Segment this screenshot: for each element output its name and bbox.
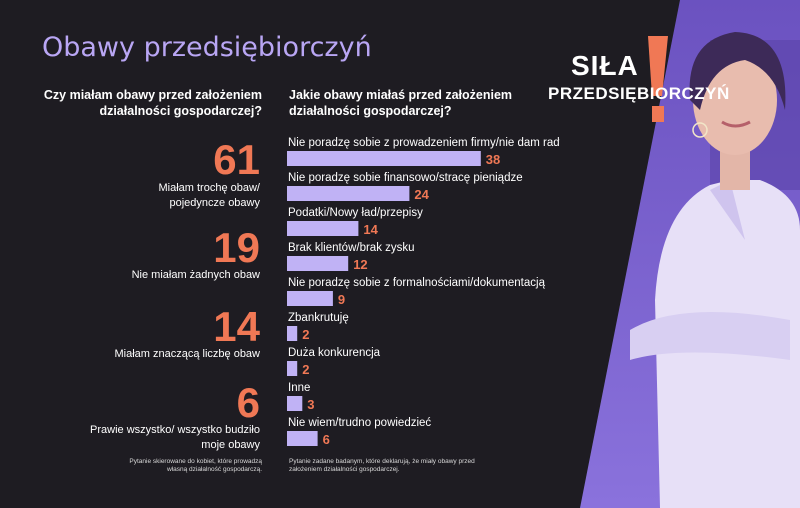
bar bbox=[287, 256, 349, 271]
data-label: 2 bbox=[302, 362, 309, 377]
category-label: Nie poradzę sobie z prowadzeniem firmy/n… bbox=[288, 137, 560, 149]
brand-line-2: PRZEDSIĘBIORCZYŃ bbox=[548, 84, 730, 103]
bar bbox=[287, 361, 298, 376]
data-label: 6 bbox=[323, 432, 330, 447]
category-label: Podatki/Nowy ład/przepisy bbox=[288, 207, 423, 219]
data-label: 24 bbox=[414, 187, 429, 202]
data-label: 38 bbox=[486, 152, 500, 167]
category-label: Zbankrutuję bbox=[288, 312, 349, 324]
category-label: Brak klientów/brak zysku bbox=[288, 242, 415, 254]
category-label: Inne bbox=[288, 382, 310, 394]
category-label: Duża konkurencja bbox=[288, 347, 381, 359]
bar bbox=[287, 326, 298, 341]
category-label: Nie wiem/trudno powiedzieć bbox=[288, 417, 431, 429]
right-question: Jakie obawy miałaś przed założeniem dzia… bbox=[289, 88, 513, 118]
left-question: Czy miałam obawy przed założeniem działa… bbox=[43, 88, 262, 118]
data-label: 3 bbox=[307, 397, 314, 412]
bar bbox=[287, 431, 318, 446]
stat-value-4: 6 bbox=[236, 379, 260, 426]
bar-chart: Nie poradzę sobie z prowadzeniem firmy/n… bbox=[287, 137, 560, 447]
bar bbox=[287, 291, 333, 306]
stat-label-2: Nie miałam żadnych obaw bbox=[131, 269, 260, 281]
data-label: 9 bbox=[338, 292, 345, 307]
stat-label-4: Prawie wszystko/ wszystko budziło moje o… bbox=[90, 424, 260, 451]
data-label: 12 bbox=[353, 257, 367, 272]
woman-photo bbox=[580, 0, 800, 508]
exclamation-icon bbox=[648, 36, 668, 122]
right-footnote: Pytanie zadane badanym, które deklarują,… bbox=[289, 458, 475, 473]
category-label: Nie poradzę sobie finansowo/stracę pieni… bbox=[288, 172, 523, 184]
brand-line-1: SIŁA bbox=[571, 50, 639, 81]
category-label: Nie poradzę sobie z formalnościami/dokum… bbox=[288, 277, 546, 289]
data-label: 14 bbox=[363, 222, 378, 237]
stat-label-1: Miałam trochę obaw/ pojedyncze obawy bbox=[158, 182, 261, 209]
left-footnote: Pytanie skierowane do kobiet, które prow… bbox=[129, 458, 262, 473]
bar bbox=[287, 221, 359, 236]
page-title: Obawy przedsiębiorczyń bbox=[42, 32, 372, 63]
stat-value-2: 19 bbox=[213, 224, 260, 271]
stat-value-1: 61 bbox=[213, 136, 260, 183]
stat-label-3: Miałam znaczącą liczbę obaw bbox=[114, 348, 260, 360]
bar bbox=[287, 186, 410, 201]
data-label: 2 bbox=[302, 327, 309, 342]
stat-value-3: 14 bbox=[213, 303, 260, 350]
bar bbox=[287, 151, 481, 166]
bar bbox=[287, 396, 303, 411]
